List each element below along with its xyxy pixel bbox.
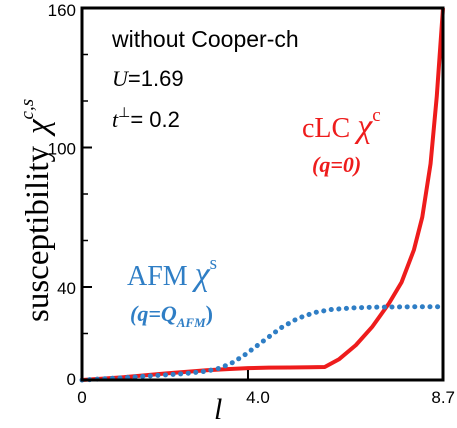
annotation-t: t⊥= 0.2: [112, 104, 180, 132]
series-label-clc-symbol: χ: [354, 108, 373, 145]
annotation-u-var: U: [112, 66, 130, 91]
ticks-layer: 0 40 100 160 0 4.0 8.7: [48, 1, 455, 407]
series-label-afm-main: AFM: [127, 261, 195, 292]
y-tick-label: 160: [48, 1, 76, 20]
series-line-afm: [79, 304, 446, 383]
y-tick-label: 0: [67, 370, 76, 389]
annotation-u-value: =1.69: [128, 66, 184, 91]
annotation-cooper: without Cooper-ch: [111, 26, 299, 52]
x-tick-label: 8.7: [431, 388, 455, 407]
series-label-clc: cLC χc: [302, 105, 381, 145]
y-axis-label-sup: c,s: [17, 99, 38, 120]
series-label-clc-main: cLC: [302, 113, 357, 144]
annotation-t-sup: ⊥: [118, 104, 130, 120]
y-axis-label: susceptibility χc,s: [17, 99, 56, 322]
series-label-clc-sub: (q=0): [312, 152, 361, 177]
x-tick-label: 4.0: [246, 388, 270, 407]
y-axis-label-symbol: χ: [20, 118, 56, 137]
y-tick-label: 100: [48, 140, 76, 159]
series-label-afm-sub-main: (q=Q: [130, 301, 177, 326]
series-label-afm-sub-sub: AFM: [176, 315, 206, 330]
series-layer: [79, 7, 446, 383]
series-label-afm-symbol: χ: [192, 256, 211, 293]
annotation-t-var: t: [112, 107, 119, 132]
series-label-afm-sub: (q=QAFM): [130, 301, 213, 330]
y-axis-label-text: susceptibility: [20, 146, 56, 322]
series-label-clc-sup: c: [372, 105, 380, 126]
y-tick-label: 40: [57, 279, 76, 298]
annotation-t-value: = 0.2: [130, 107, 180, 132]
x-axis-label: l: [214, 393, 222, 426]
series-label-afm-sup: s: [210, 253, 217, 274]
series-label-afm-sub-close: ): [206, 301, 213, 326]
annotation-u: U=1.69: [112, 66, 184, 91]
series-label-afm: AFM χs: [127, 253, 217, 293]
x-tick-label: 0: [77, 388, 86, 407]
